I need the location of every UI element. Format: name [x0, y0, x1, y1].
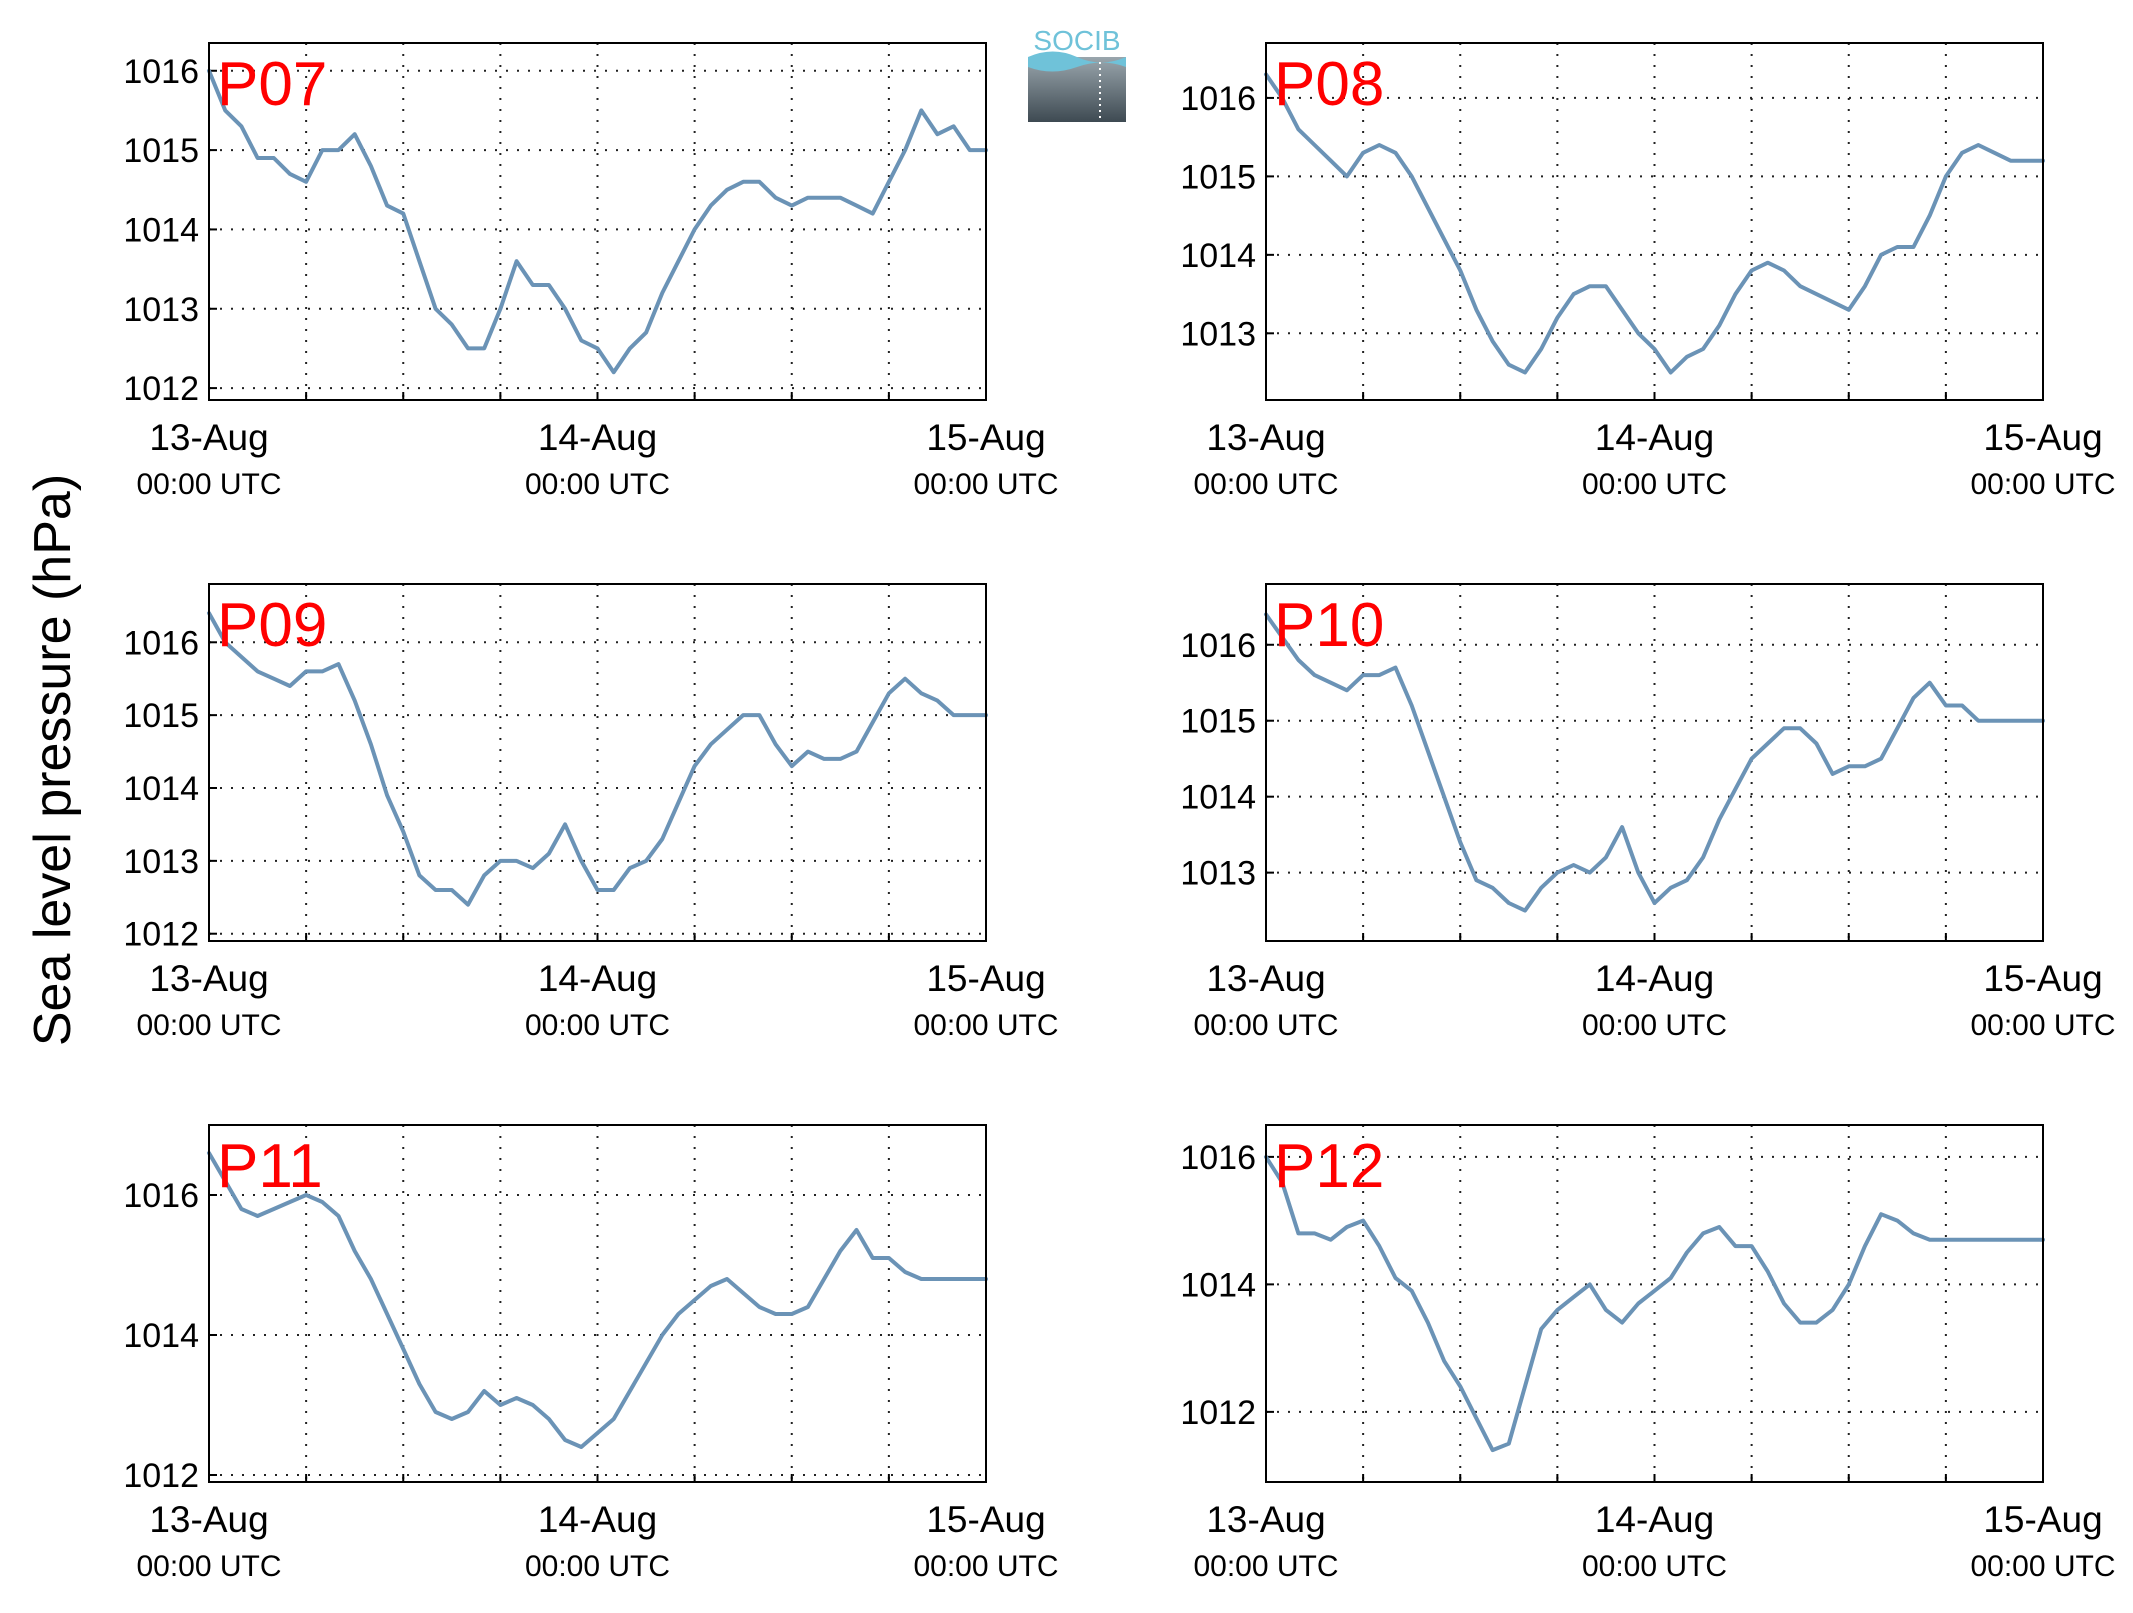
panel-p10: 1013 1014 1015 1016 13-Aug 00:00 UTC 14-Aug 00:…: [1180, 583, 2116, 1042]
x-tick-date-label: 13-Aug: [149, 417, 268, 458]
y-tick-label: 1015: [123, 132, 199, 170]
x-tick-date-label: 14-Aug: [1595, 417, 1714, 458]
series-line-p09: [207, 611, 988, 907]
x-tick-time-label: 00:00 UTC: [1970, 1009, 2115, 1042]
panel-p12: 1012 1014 1016 13-Aug 00:00 UTC 14-Aug 00:00 U…: [1180, 1124, 2116, 1583]
x-tick-time-label: 00:00 UTC: [1582, 1550, 1727, 1583]
x-tick-date-label: 13-Aug: [1206, 417, 1325, 458]
x-tick-date-label: 15-Aug: [926, 1499, 1045, 1540]
x-tick-date-label: 15-Aug: [926, 958, 1045, 999]
series-line-p10: [1264, 612, 2045, 913]
y-axis-label: Sea level pressure (hPa): [24, 474, 82, 1046]
x-tick-date-label: 15-Aug: [926, 417, 1045, 458]
x-tick-time-label: 00:00 UTC: [136, 468, 281, 501]
x-tick-date-label: 13-Aug: [1206, 958, 1325, 999]
series-line-p11: [207, 1151, 988, 1449]
y-tick-label: 1015: [1180, 703, 1256, 741]
logo-text: SOCIB: [1033, 25, 1120, 56]
y-tick-label: 1014: [123, 1317, 199, 1355]
x-tick-date-label: 15-Aug: [1983, 1499, 2102, 1540]
series-line-p07: [207, 68, 988, 375]
y-tick-label: 1013: [123, 291, 199, 329]
x-tick-date-label: 14-Aug: [538, 1499, 657, 1540]
x-tick-time-label: 00:00 UTC: [913, 468, 1058, 501]
panel-title: P10: [1274, 591, 1384, 660]
panel-title: P11: [217, 1132, 323, 1201]
y-tick-label: 1012: [1180, 1394, 1256, 1432]
x-tick-time-label: 00:00 UTC: [913, 1550, 1058, 1583]
y-tick-label: 1014: [123, 770, 199, 808]
panel-p08: 1013 1014 1015 1016 13-Aug 00:00 UTC 14-Aug 00:…: [1180, 42, 2116, 501]
y-tick-label: 1016: [123, 53, 199, 91]
x-tick-time-label: 00:00 UTC: [525, 468, 670, 501]
x-tick-time-label: 00:00 UTC: [525, 1009, 670, 1042]
x-tick-date-label: 13-Aug: [1206, 1499, 1325, 1540]
y-tick-label: 1013: [1180, 855, 1256, 893]
series-line-p12: [1264, 1154, 2045, 1453]
axes-frame: [1265, 1124, 2044, 1483]
x-tick-time-label: 00:00 UTC: [1970, 468, 2115, 501]
panel-p09: 1012 1013 1014 1015 1016 13-Aug 00:00 UTC 14-Au…: [123, 583, 1059, 1042]
y-tick-label: 1012: [123, 916, 199, 954]
x-tick-time-label: 00:00 UTC: [1582, 1009, 1727, 1042]
y-tick-label: 1016: [1180, 1139, 1256, 1177]
y-tick-label: 1016: [123, 1177, 199, 1215]
y-tick-label: 1014: [1180, 1266, 1256, 1304]
panel-title: P12: [1274, 1132, 1384, 1201]
y-tick-label: 1016: [123, 624, 199, 662]
series-line-p08: [1264, 72, 2045, 375]
axes-frame: [208, 42, 987, 401]
y-tick-label: 1013: [1180, 315, 1256, 353]
x-tick-time-label: 00:00 UTC: [136, 1009, 281, 1042]
panel-title: P08: [1274, 50, 1384, 119]
axes-frame: [1265, 42, 2044, 401]
axes-frame: [208, 583, 987, 942]
panels: 1012 1013 1014 1015 1016 13-Aug 00:00 UTC 14-Au…: [123, 42, 2116, 1583]
y-tick-label: 1012: [123, 370, 199, 408]
x-tick-time-label: 00:00 UTC: [1582, 468, 1727, 501]
panel-title: P07: [217, 50, 327, 119]
x-tick-date-label: 15-Aug: [1983, 958, 2102, 999]
y-tick-label: 1013: [123, 843, 199, 881]
panel-p07: 1012 1013 1014 1015 1016 13-Aug 00:00 UTC 14-Au…: [123, 42, 1059, 501]
x-tick-time-label: 00:00 UTC: [1193, 1009, 1338, 1042]
x-tick-date-label: 14-Aug: [538, 958, 657, 999]
axes-frame: [1265, 583, 2044, 942]
x-tick-date-label: 14-Aug: [538, 417, 657, 458]
axes-frame: [208, 1124, 987, 1483]
y-tick-label: 1015: [123, 697, 199, 735]
panel-p11: 1012 1014 1016 13-Aug 00:00 UTC 14-Aug 00:00 U…: [123, 1124, 1059, 1583]
x-tick-time-label: 00:00 UTC: [1193, 468, 1338, 501]
x-tick-date-label: 13-Aug: [149, 958, 268, 999]
logo-wave: [1028, 51, 1126, 72]
x-tick-date-label: 14-Aug: [1595, 1499, 1714, 1540]
y-tick-label: 1016: [1180, 627, 1256, 665]
x-tick-time-label: 00:00 UTC: [136, 1550, 281, 1583]
y-tick-label: 1014: [123, 211, 199, 249]
x-tick-date-label: 14-Aug: [1595, 958, 1714, 999]
y-tick-label: 1015: [1180, 158, 1256, 196]
x-tick-date-label: 15-Aug: [1983, 417, 2102, 458]
y-tick-label: 1014: [1180, 779, 1256, 817]
y-tick-label: 1016: [1180, 80, 1256, 118]
socib-logo: SOCIB: [1028, 25, 1126, 122]
panel-title: P09: [217, 591, 327, 660]
x-tick-time-label: 00:00 UTC: [1193, 1550, 1338, 1583]
x-tick-date-label: 13-Aug: [149, 1499, 268, 1540]
x-tick-time-label: 00:00 UTC: [913, 1009, 1058, 1042]
y-tick-label: 1012: [123, 1457, 199, 1495]
x-tick-time-label: 00:00 UTC: [525, 1550, 670, 1583]
y-tick-label: 1014: [1180, 237, 1256, 275]
x-tick-time-label: 00:00 UTC: [1970, 1550, 2115, 1583]
